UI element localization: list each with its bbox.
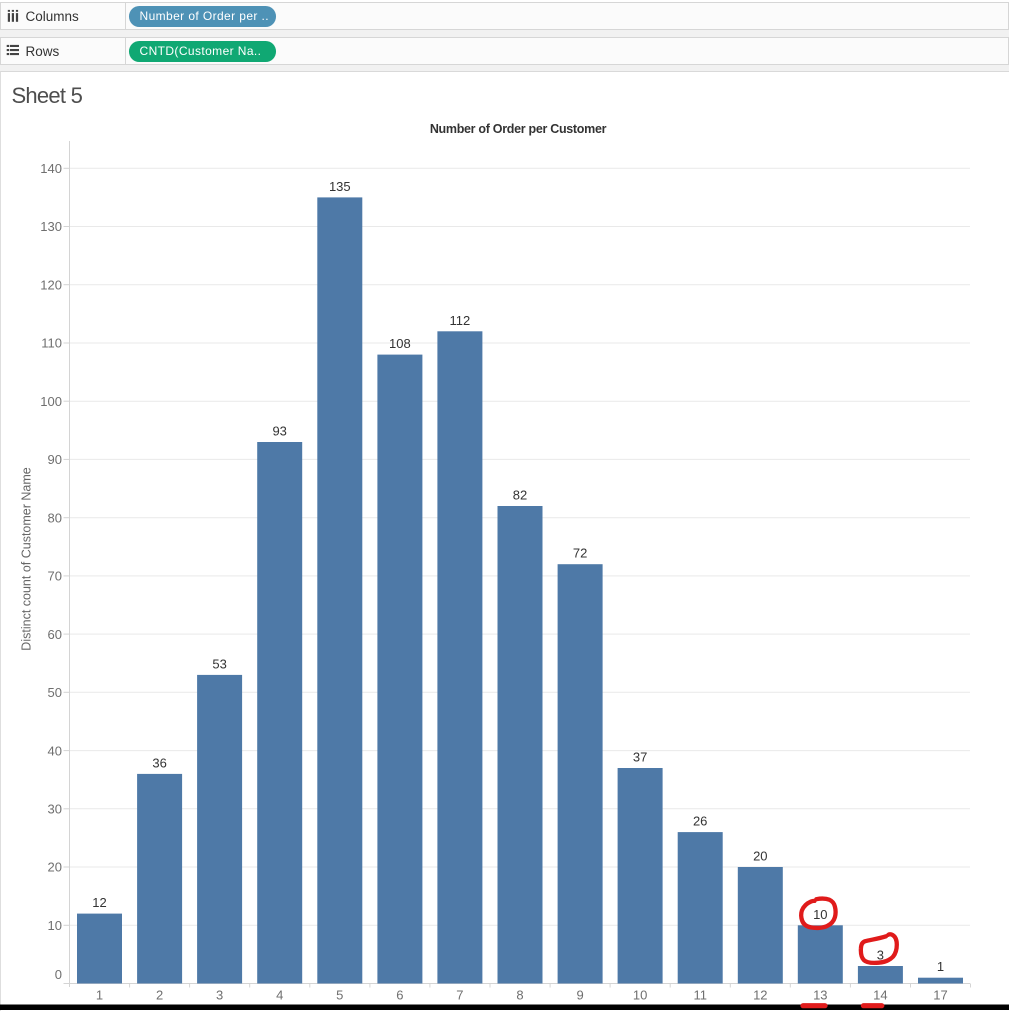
svg-text:11: 11 xyxy=(693,987,707,1002)
svg-text:20: 20 xyxy=(48,860,62,875)
svg-text:37: 37 xyxy=(633,750,647,765)
svg-text:112: 112 xyxy=(450,313,471,328)
svg-text:3: 3 xyxy=(216,987,223,1002)
svg-text:40: 40 xyxy=(48,743,62,758)
svg-text:17: 17 xyxy=(933,987,947,1002)
svg-text:4: 4 xyxy=(276,987,283,1002)
svg-text:60: 60 xyxy=(48,627,62,642)
svg-text:30: 30 xyxy=(48,802,62,817)
svg-text:14: 14 xyxy=(873,987,887,1002)
svg-text:82: 82 xyxy=(513,488,527,503)
svg-text:140: 140 xyxy=(40,161,62,176)
svg-text:10: 10 xyxy=(633,987,647,1002)
svg-text:110: 110 xyxy=(41,336,62,351)
svg-text:12: 12 xyxy=(753,987,767,1002)
svg-text:13: 13 xyxy=(813,987,827,1002)
svg-text:72: 72 xyxy=(573,546,587,561)
svg-text:10: 10 xyxy=(48,918,62,933)
svg-text:135: 135 xyxy=(329,179,351,194)
svg-text:1: 1 xyxy=(937,959,944,974)
svg-text:90: 90 xyxy=(48,452,62,467)
svg-text:Sheet 5: Sheet 5 xyxy=(12,83,83,108)
svg-text:100: 100 xyxy=(40,394,62,409)
svg-text:3: 3 xyxy=(877,948,884,963)
svg-text:36: 36 xyxy=(152,755,166,770)
svg-text:93: 93 xyxy=(272,424,286,439)
svg-text:20: 20 xyxy=(753,849,767,864)
svg-text:Number of Order per Customer: Number of Order per Customer xyxy=(430,122,607,136)
svg-text:2: 2 xyxy=(156,987,163,1002)
svg-text:0: 0 xyxy=(55,967,62,982)
svg-text:80: 80 xyxy=(48,510,62,525)
svg-text:1: 1 xyxy=(96,987,103,1002)
svg-text:108: 108 xyxy=(389,336,411,351)
svg-text:8: 8 xyxy=(516,987,523,1002)
svg-text:6: 6 xyxy=(396,987,403,1002)
svg-text:Distinct count of Customer Nam: Distinct count of Customer Name xyxy=(19,467,33,650)
svg-text:26: 26 xyxy=(693,814,707,829)
svg-text:70: 70 xyxy=(48,569,62,584)
svg-text:9: 9 xyxy=(576,987,583,1002)
svg-text:50: 50 xyxy=(48,685,62,700)
svg-text:120: 120 xyxy=(40,277,62,292)
svg-text:12: 12 xyxy=(92,895,106,910)
svg-text:130: 130 xyxy=(40,219,62,234)
svg-text:5: 5 xyxy=(336,987,343,1002)
svg-text:10: 10 xyxy=(813,907,827,922)
svg-text:53: 53 xyxy=(212,656,226,671)
svg-text:7: 7 xyxy=(456,987,463,1002)
